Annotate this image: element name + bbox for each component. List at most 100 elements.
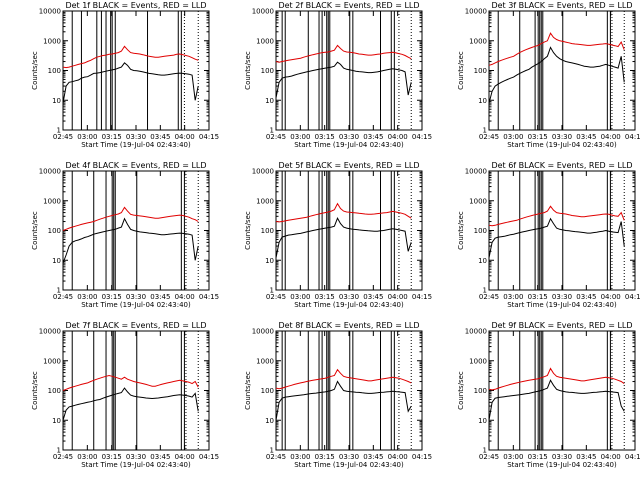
y-tick-label: 1 bbox=[483, 127, 487, 135]
chart-title: Det 1f BLACK = Events, RED = LLD bbox=[65, 1, 206, 10]
x-tick-label: 03:30 bbox=[126, 133, 146, 141]
y-tick-label: 10000 bbox=[252, 328, 274, 336]
x-tick-label: 04:00 bbox=[175, 133, 195, 141]
y-tick-label: 1 bbox=[57, 127, 61, 135]
series-events-line bbox=[62, 387, 199, 421]
x-tick-label: 03:15 bbox=[315, 133, 335, 141]
x-tick-label: 03:00 bbox=[77, 293, 97, 301]
y-tick-label: 1000 bbox=[469, 197, 487, 205]
x-tick-label: 04:15 bbox=[625, 293, 640, 301]
plot-frame bbox=[488, 330, 636, 451]
y-tick-label: 1000 bbox=[469, 37, 487, 45]
x-tick-label: 02:45 bbox=[266, 453, 286, 461]
x-tick-label: 03:45 bbox=[363, 133, 383, 141]
series-events-line bbox=[275, 380, 412, 421]
x-tick-label: 03:45 bbox=[363, 453, 383, 461]
x-tick-label: 03:30 bbox=[552, 293, 572, 301]
y-tick-label: 10 bbox=[265, 257, 274, 265]
y-tick-label: 1 bbox=[270, 447, 274, 455]
x-tick-label: 03:30 bbox=[339, 293, 359, 301]
series-events-line bbox=[62, 62, 199, 104]
plot-frame bbox=[488, 10, 636, 131]
y-axis-label: Counts/sec bbox=[31, 211, 39, 250]
y-tick-label: 100 bbox=[261, 227, 274, 235]
y-tick-label: 1 bbox=[57, 287, 61, 295]
series-lld-line bbox=[488, 32, 625, 66]
y-tick-label: 100 bbox=[474, 227, 487, 235]
x-tick-label: 04:15 bbox=[199, 453, 219, 461]
y-tick-label: 1000 bbox=[43, 197, 61, 205]
x-tick-label: 04:00 bbox=[601, 133, 621, 141]
x-tick-label: 04:15 bbox=[199, 293, 219, 301]
plot-frame bbox=[62, 330, 210, 451]
y-tick-label: 1 bbox=[57, 447, 61, 455]
plot-frame bbox=[488, 170, 636, 291]
chart-title: Det 4f BLACK = Events, RED = LLD bbox=[65, 161, 206, 170]
x-tick-label: 02:45 bbox=[479, 453, 499, 461]
x-tick-label: 03:45 bbox=[576, 453, 596, 461]
x-tick-label: 03:00 bbox=[77, 133, 97, 141]
series-lld-line bbox=[275, 44, 412, 63]
x-tick-label: 03:30 bbox=[552, 133, 572, 141]
x-tick-label: 03:30 bbox=[339, 133, 359, 141]
y-tick-label: 10000 bbox=[39, 328, 61, 336]
chart-panel-3: Det 3f BLACK = Events, RED = LLD 1 10 100 10… bbox=[457, 1, 640, 149]
y-tick-label: 1 bbox=[483, 287, 487, 295]
x-tick-label: 04:00 bbox=[388, 133, 408, 141]
x-tick-label: 03:15 bbox=[528, 453, 548, 461]
x-tick-label: 03:15 bbox=[315, 293, 335, 301]
x-axis-label: Start Time (19-Jul-04 02:43:40) bbox=[81, 301, 191, 309]
x-tick-label: 03:00 bbox=[290, 293, 310, 301]
series-events-line bbox=[488, 46, 625, 104]
y-tick-label: 100 bbox=[48, 227, 61, 235]
x-tick-label: 03:15 bbox=[528, 133, 548, 141]
x-axis-label: Start Time (19-Jul-04 02:43:40) bbox=[294, 141, 404, 149]
x-tick-label: 02:45 bbox=[479, 133, 499, 141]
x-axis-label: Start Time (19-Jul-04 02:43:40) bbox=[81, 141, 191, 149]
y-axis-label: Counts/sec bbox=[31, 51, 39, 90]
y-tick-label: 100 bbox=[474, 387, 487, 395]
series-events-line bbox=[275, 61, 412, 98]
y-tick-label: 1000 bbox=[256, 37, 274, 45]
chart-panel-5: Det 5f BLACK = Events, RED = LLD 1 10 100 10… bbox=[244, 161, 432, 309]
y-tick-label: 10000 bbox=[465, 168, 487, 176]
chart-panel-9: Det 9f BLACK = Events, RED = LLD 1 10 100 10… bbox=[457, 321, 640, 469]
chart-title: Det 6f BLACK = Events, RED = LLD bbox=[491, 161, 632, 170]
y-tick-label: 10000 bbox=[465, 8, 487, 16]
x-tick-label: 03:45 bbox=[363, 293, 383, 301]
y-tick-label: 100 bbox=[48, 67, 61, 75]
y-tick-label: 10 bbox=[265, 417, 274, 425]
x-axis-label: Start Time (19-Jul-04 02:43:40) bbox=[294, 301, 404, 309]
x-tick-label: 03:00 bbox=[290, 453, 310, 461]
x-tick-label: 02:45 bbox=[53, 453, 73, 461]
y-tick-label: 10 bbox=[478, 97, 487, 105]
y-tick-label: 1000 bbox=[469, 357, 487, 365]
y-tick-label: 10000 bbox=[39, 8, 61, 16]
x-tick-label: 04:00 bbox=[388, 293, 408, 301]
series-lld-line bbox=[488, 367, 625, 391]
x-tick-label: 03:30 bbox=[126, 293, 146, 301]
x-tick-label: 02:45 bbox=[53, 133, 73, 141]
y-tick-label: 1 bbox=[270, 287, 274, 295]
x-tick-label: 04:00 bbox=[175, 293, 195, 301]
x-tick-label: 03:30 bbox=[339, 453, 359, 461]
x-tick-label: 03:30 bbox=[126, 453, 146, 461]
series-events-line bbox=[275, 217, 412, 258]
x-axis-label: Start Time (19-Jul-04 02:43:40) bbox=[294, 461, 404, 469]
y-tick-label: 1000 bbox=[43, 357, 61, 365]
chart-title: Det 2f BLACK = Events, RED = LLD bbox=[278, 1, 419, 10]
x-axis-label: Start Time (19-Jul-04 02:43:40) bbox=[507, 461, 617, 469]
x-tick-label: 04:00 bbox=[601, 293, 621, 301]
y-tick-label: 100 bbox=[48, 387, 61, 395]
chart-title: Det 7f BLACK = Events, RED = LLD bbox=[65, 321, 206, 330]
plot-frame bbox=[62, 170, 210, 291]
y-tick-label: 100 bbox=[261, 67, 274, 75]
x-tick-label: 03:00 bbox=[290, 133, 310, 141]
y-tick-label: 1 bbox=[483, 447, 487, 455]
x-tick-label: 03:15 bbox=[102, 453, 122, 461]
y-axis-label: Counts/sec bbox=[31, 371, 39, 410]
y-tick-label: 10 bbox=[265, 97, 274, 105]
series-events-line bbox=[62, 217, 199, 264]
x-axis-label: Start Time (19-Jul-04 02:43:40) bbox=[81, 461, 191, 469]
chart-title: Det 9f BLACK = Events, RED = LLD bbox=[491, 321, 632, 330]
